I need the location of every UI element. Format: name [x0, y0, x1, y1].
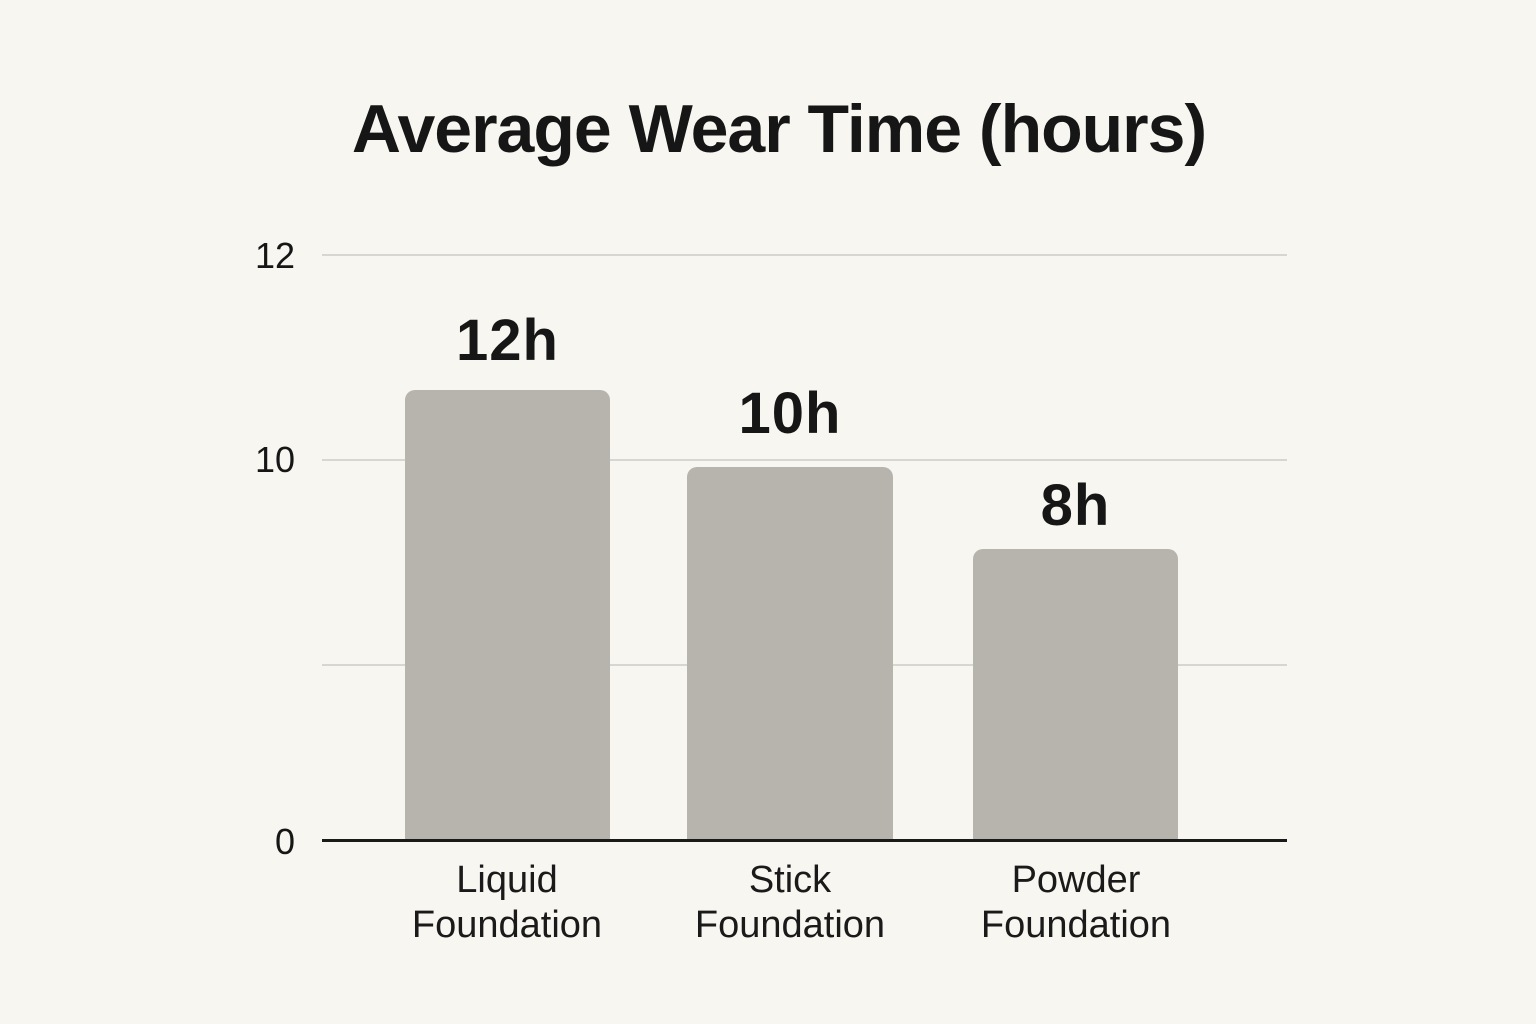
y-axis-tick-12: 12	[254, 235, 295, 276]
x-axis-label-stick-foundation: Stick Foundation	[694, 859, 886, 946]
x-axis-label-powder-foundation: Powder Foundation	[980, 859, 1172, 946]
x-axis-line	[322, 839, 1287, 842]
y-axis-tick-10: 10	[254, 439, 295, 480]
bar-value-label-stick: 10h	[738, 381, 842, 446]
gridline-10	[322, 459, 1287, 461]
x-axis-label-liquid-foundation: Liquid Foundation	[411, 859, 603, 946]
gridline-12	[322, 254, 1287, 256]
bar-stick-foundation	[687, 467, 893, 839]
bar-value-label-powder: 8h	[1040, 473, 1111, 538]
bar-value-label-liquid: 12h	[456, 308, 559, 373]
bar-powder-foundation	[973, 549, 1178, 839]
bar-liquid-foundation	[405, 390, 610, 839]
y-axis-tick-0: 0	[274, 821, 295, 862]
chart-title: Average Wear Time (hours)	[351, 91, 1207, 167]
